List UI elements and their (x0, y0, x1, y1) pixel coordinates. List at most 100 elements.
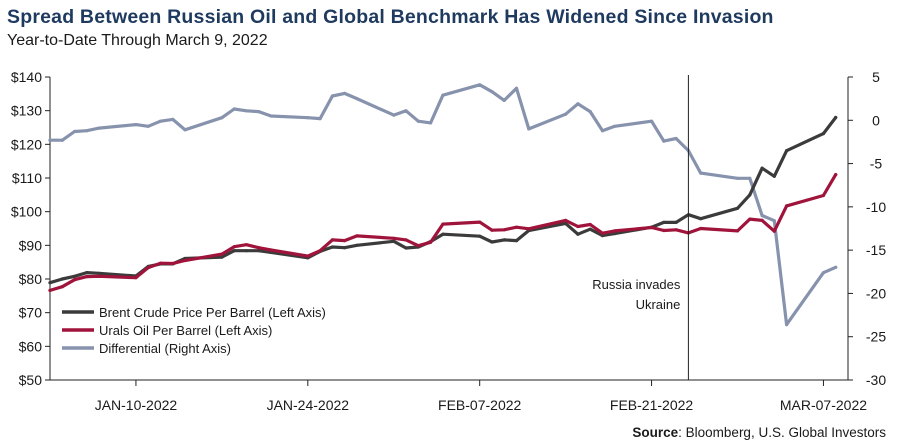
right-tick-label: -10 (866, 199, 886, 215)
data-point (834, 115, 838, 120)
data-point (514, 86, 519, 90)
legend-label: Urals Oil Per Barrel (Left Axis) (99, 323, 272, 338)
data-point (257, 249, 261, 253)
data-point (564, 112, 568, 116)
data-point (821, 271, 826, 275)
data-point (748, 193, 752, 197)
data-point (244, 249, 248, 253)
data-point (355, 234, 359, 238)
data-point (392, 236, 396, 240)
data-point (257, 246, 261, 250)
data-point (318, 249, 322, 253)
data-point (134, 123, 138, 127)
data-point (85, 275, 89, 279)
x-tick-label: JAN-24-2022 (267, 397, 350, 413)
data-point (760, 213, 764, 218)
right-tick-label: 0 (872, 112, 880, 128)
data-point (490, 90, 494, 94)
data-point (429, 121, 433, 125)
data-point (97, 271, 101, 275)
data-point (392, 239, 396, 243)
data-point (772, 174, 776, 178)
chart-subtitle: Year-to-Date Through March 9, 2022 (7, 32, 268, 49)
data-point (735, 176, 740, 180)
data-point (441, 93, 445, 97)
data-point (73, 274, 77, 278)
data-point (785, 323, 789, 327)
source-label: Source (632, 425, 679, 440)
data-point (171, 261, 175, 266)
data-point (564, 218, 568, 222)
data-point (269, 114, 273, 118)
right-tick-label: -30 (866, 372, 886, 388)
right-tick-label: -5 (870, 156, 883, 172)
legend-label: Differential (Right Axis) (99, 341, 231, 356)
data-point (220, 116, 224, 120)
data-point (834, 173, 838, 177)
right-tick-label: -15 (866, 242, 886, 258)
data-point (257, 110, 261, 114)
data-point (613, 124, 617, 128)
invasion-annotation: Russia invades Ukraine (592, 75, 689, 380)
data-point (674, 220, 678, 224)
data-point (600, 234, 605, 238)
x-tick-label: MAR-07-2022 (780, 397, 867, 413)
data-point (306, 116, 310, 120)
data-point (441, 232, 445, 236)
x-tick-label: JAN-10-2022 (95, 397, 178, 413)
data-point (478, 234, 482, 238)
data-point (48, 281, 52, 285)
data-point (330, 238, 334, 242)
right-tick-label: -20 (866, 285, 886, 301)
data-point (183, 258, 187, 263)
data-point (588, 227, 592, 231)
left-tick-label: $70 (19, 305, 43, 321)
data-point (441, 222, 445, 226)
source-note: Source: Bloomberg, U.S. Global Investors (632, 425, 886, 440)
data-point (760, 166, 764, 170)
data-point (343, 239, 347, 243)
data-point (269, 248, 273, 252)
left-tick-label: $130 (11, 103, 42, 119)
chart-title: Spread Between Russian Oil and Global Be… (7, 6, 774, 28)
x-tick-label: FEB-07-2022 (438, 397, 521, 413)
data-point (588, 110, 592, 114)
data-point (244, 243, 248, 247)
x-tick-label: FEB-21-2022 (610, 397, 693, 413)
data-point (48, 288, 52, 292)
data-point (674, 136, 678, 141)
series-line-0 (48, 115, 838, 285)
left-tick-label: $90 (19, 237, 43, 253)
data-point (785, 204, 789, 208)
data-point (355, 97, 359, 101)
series-line-1 (48, 173, 838, 292)
data-point (650, 119, 654, 123)
data-point (821, 132, 826, 136)
data-point (220, 255, 224, 259)
data-point (785, 149, 789, 153)
left-tick-label: $50 (19, 372, 43, 388)
data-point (490, 228, 494, 232)
data-point (158, 119, 163, 123)
data-point (576, 224, 580, 229)
data-point (674, 228, 678, 232)
invasion-label: Russia invades (592, 277, 681, 292)
data-point (244, 109, 248, 113)
data-point (404, 246, 408, 250)
left-tick-label: $100 (11, 204, 42, 220)
data-point (343, 246, 347, 250)
data-point (343, 91, 347, 95)
data-point (527, 227, 531, 231)
data-point (318, 117, 322, 121)
data-point (183, 128, 187, 132)
data-point (60, 285, 64, 289)
data-point (699, 217, 703, 221)
left-tick-label: $140 (11, 69, 42, 85)
data-point (97, 126, 101, 130)
data-point (158, 261, 163, 265)
data-point (171, 117, 175, 121)
right-tick-label: 5 (872, 69, 880, 85)
data-point (699, 226, 703, 231)
data-point (514, 225, 519, 229)
